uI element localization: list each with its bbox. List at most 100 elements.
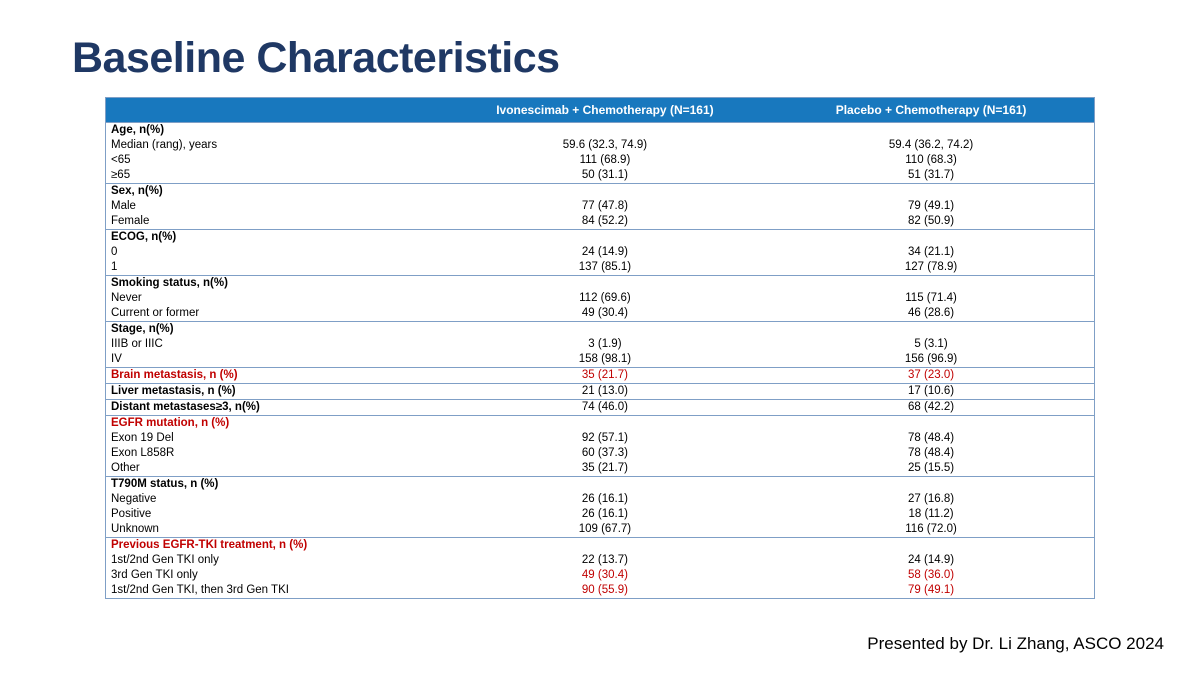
value-ivonescimab: 21 (13.0) — [441, 383, 769, 400]
value-placebo: 78 (48.4) — [908, 447, 955, 459]
row-label: Unknown — [111, 523, 159, 535]
row-label: 0 — [111, 246, 118, 258]
value-ivonescimab: 84 (52.2) — [581, 215, 628, 227]
value-ivonescimab: 26 (16.1) — [581, 493, 628, 505]
value-ivonescimab — [441, 183, 769, 199]
value-ivonescimab: 158 (98.1) — [578, 353, 632, 365]
table-row: IV 158 (98.1) 156 (96.9) — [106, 352, 1095, 368]
value-ivonescimab: 24 (14.9) — [581, 246, 628, 258]
row-label: Positive — [111, 508, 152, 520]
row-label: Liver metastasis, n (%) — [105, 383, 442, 400]
value-ivonescimab: 137 (85.1) — [578, 261, 632, 273]
value-placebo: 27 (16.8) — [908, 493, 955, 505]
value-placebo: 78 (48.4) — [908, 432, 955, 444]
table-row: Brain metastasis, n (%) 35 (21.7) 37 (23.0… — [105, 367, 1095, 384]
value-ivonescimab: 26 (16.1) — [581, 508, 628, 520]
table-row: Stage, n(%) — [105, 321, 1095, 337]
row-label: 1st/2nd Gen TKI only — [111, 554, 219, 566]
table-row: 3rd Gen TKI only 49 (30.4) 58 (36.0) — [106, 568, 1095, 583]
value-ivonescimab: 111 (68.9) — [579, 154, 631, 166]
row-label: Stage, n(%) — [105, 321, 442, 337]
value-placebo: 110 (68.3) — [905, 154, 957, 166]
row-label: Male — [111, 200, 136, 212]
row-label: Brain metastasis, n (%) — [105, 367, 442, 384]
value-placebo: 18 (11.2) — [908, 508, 954, 520]
table-row: Exon 19 Del 92 (57.1) 78 (48.4) — [106, 431, 1095, 446]
value-placebo: 156 (96.9) — [904, 353, 958, 365]
value-placebo: 5 (3.1) — [914, 338, 948, 350]
row-label: T790M status, n (%) — [105, 476, 442, 492]
table-row: Median (rang), years 59.6 (32.3, 74.9) 59.… — [106, 138, 1095, 153]
table-row: IIIB or IIIC 3 (1.9) 5 (3.1) — [106, 337, 1095, 352]
row-label: Sex, n(%) — [105, 183, 442, 199]
table-row: Previous EGFR-TKI treatment, n (%) — [105, 537, 1095, 553]
value-placebo: 24 (14.9) — [908, 554, 955, 566]
value-ivonescimab: 59.6 (32.3, 74.9) — [562, 139, 648, 151]
value-placebo: 115 (71.4) — [905, 292, 957, 304]
value-placebo: 51 (31.7) — [908, 169, 955, 181]
value-ivonescimab: 3 (1.9) — [588, 338, 622, 350]
value-ivonescimab — [441, 321, 769, 337]
header-empty-cell — [105, 97, 442, 123]
table-header-row: Ivonescimab + Chemotherapy (N=161) Place… — [105, 97, 1095, 123]
row-label: EGFR mutation, n (%) — [105, 415, 442, 431]
value-placebo: 82 (50.9) — [908, 215, 955, 227]
table-row: Smoking status, n(%) — [105, 275, 1095, 291]
value-ivonescimab: 49 (30.4) — [581, 569, 628, 581]
row-label: Age, n(%) — [105, 122, 442, 138]
row-label: Female — [111, 215, 150, 227]
value-ivonescimab: 35 (21.7) — [581, 462, 628, 474]
value-placebo: 116 (72.0) — [905, 523, 957, 535]
table-row: Other 35 (21.7) 25 (15.5) — [106, 461, 1095, 477]
value-placebo — [768, 537, 1095, 553]
value-placebo — [768, 183, 1095, 199]
value-placebo: 68 (42.2) — [768, 399, 1095, 416]
presenter-credit: Presented by Dr. Li Zhang, ASCO 2024 — [867, 634, 1164, 653]
table-row: Positive 26 (16.1) 18 (11.2) — [106, 507, 1095, 522]
value-ivonescimab: 35 (21.7) — [441, 367, 769, 384]
value-ivonescimab — [441, 415, 769, 431]
value-ivonescimab — [441, 537, 769, 553]
value-ivonescimab: 49 (30.4) — [581, 307, 628, 319]
row-label: Smoking status, n(%) — [105, 275, 442, 291]
row-label: Exon L858R — [111, 447, 175, 459]
value-placebo: 79 (49.1) — [908, 200, 955, 212]
row-label: 1st/2nd Gen TKI, then 3rd Gen TKI — [111, 584, 289, 596]
value-ivonescimab: 90 (55.9) — [581, 584, 628, 596]
table-row: Female 84 (52.2) 82 (50.9) — [106, 214, 1095, 230]
value-placebo: 59.4 (36.2, 74.2) — [888, 139, 974, 151]
baseline-table-container: Ivonescimab + Chemotherapy (N=161) Place… — [105, 97, 1095, 599]
row-label: Current or former — [111, 307, 200, 319]
row-label: Distant metastases≥3, n(%) — [105, 399, 442, 416]
table-row: 0 24 (14.9) 34 (21.1) — [106, 245, 1095, 260]
value-placebo: 46 (28.6) — [908, 307, 955, 319]
value-ivonescimab: 92 (57.1) — [581, 432, 628, 444]
table-row: Male 77 (47.8) 79 (49.1) — [106, 199, 1095, 214]
value-placebo — [768, 415, 1095, 431]
value-ivonescimab: 77 (47.8) — [581, 200, 628, 212]
value-ivonescimab — [441, 275, 769, 291]
value-ivonescimab — [441, 476, 769, 492]
table-row: Current or former 49 (30.4) 46 (28.6) — [106, 306, 1095, 322]
row-label: 1 — [111, 261, 118, 273]
table-row: Never 112 (69.6) 115 (71.4) — [106, 291, 1095, 306]
table-row: Negative 26 (16.1) 27 (16.8) — [106, 492, 1095, 507]
page-title: Baseline Characteristics — [72, 34, 560, 82]
table-row: 1st/2nd Gen TKI only 22 (13.7) 24 (14.9) — [106, 553, 1095, 568]
table-row: <65 111 (68.9) 110 (68.3) — [106, 153, 1095, 168]
row-label: <65 — [111, 154, 131, 166]
value-placebo — [768, 122, 1095, 138]
value-placebo: 34 (21.1) — [908, 246, 955, 258]
value-ivonescimab: 109 (67.7) — [578, 523, 632, 535]
baseline-characteristics-table: Ivonescimab + Chemotherapy (N=161) Place… — [105, 97, 1095, 599]
value-ivonescimab: 74 (46.0) — [441, 399, 769, 416]
value-ivonescimab: 112 (69.6) — [579, 292, 631, 304]
value-placebo — [768, 229, 1095, 245]
value-ivonescimab: 22 (13.7) — [581, 554, 628, 566]
value-placebo — [768, 275, 1095, 291]
table-row: 1 137 (85.1) 127 (78.9) — [106, 260, 1095, 276]
table-row: 1st/2nd Gen TKI, then 3rd Gen TKI 90 (55.… — [106, 583, 1095, 599]
table-row: Age, n(%) — [105, 122, 1095, 138]
table-row: ECOG, n(%) — [105, 229, 1095, 245]
value-ivonescimab: 50 (31.1) — [581, 169, 628, 181]
